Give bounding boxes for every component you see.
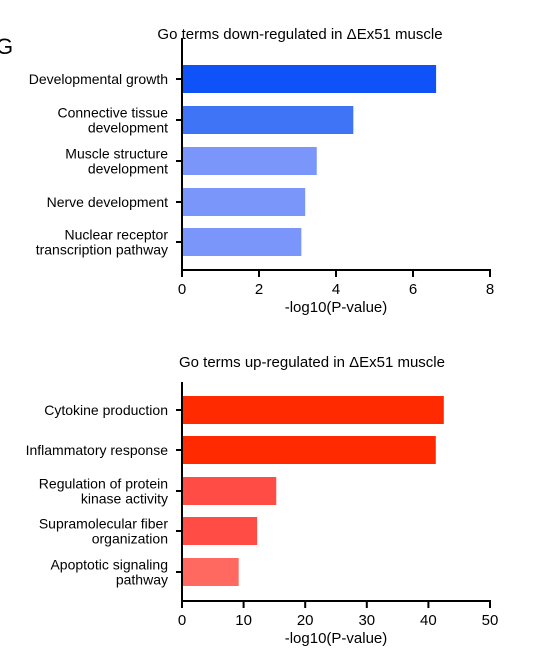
category-label: Nerve development	[47, 194, 169, 210]
category-label: Muscle structure development	[65, 146, 168, 177]
bar	[183, 106, 354, 134]
x-axis-label: -log10(P-value)	[285, 630, 388, 647]
category-label: Inflammatory response	[26, 442, 169, 458]
chart-down-regulated: Go terms down-regulated in ΔEx51 muscle D…	[29, 26, 494, 316]
category-label: Supramolecular fiber organization	[39, 516, 169, 547]
category-label: Developmental growth	[29, 71, 168, 87]
category-label: Connective tissue development	[57, 105, 168, 136]
chart-title: Go terms up-regulated in ΔEx51 muscle	[179, 354, 445, 371]
category-label: Apoptotic signaling pathway	[50, 557, 168, 588]
x-tick-label: 20	[297, 612, 314, 629]
category-label: Regulation of protein kinase activity	[39, 476, 168, 507]
x-tick-label: 6	[409, 281, 417, 298]
bar	[183, 396, 444, 424]
bar	[183, 228, 302, 256]
bar	[183, 436, 436, 464]
x-tick-label: 40	[420, 612, 437, 629]
x-tick-label: 0	[178, 612, 186, 629]
x-tick-label: 10	[235, 612, 252, 629]
x-axis-label: -log10(P-value)	[285, 299, 388, 316]
bar	[183, 188, 306, 216]
x-tick-label: 2	[255, 281, 263, 298]
chart-up-regulated: Go terms up-regulated in ΔEx51 muscle Cyt…	[26, 354, 499, 647]
category-label: Cytokine production	[44, 402, 168, 418]
bar	[183, 517, 258, 545]
x-tick-label: 4	[332, 281, 340, 298]
x-tick-label: 30	[358, 612, 375, 629]
panel-letter: G	[0, 34, 13, 59]
x-tick-label: 8	[486, 281, 494, 298]
x-tick-label: 50	[482, 612, 499, 629]
category-label: Nuclear receptor transcription pathway	[36, 227, 169, 258]
x-tick-label: 0	[178, 281, 186, 298]
chart-title: Go terms down-regulated in ΔEx51 muscle	[157, 26, 442, 43]
bar	[183, 558, 239, 586]
bar	[183, 477, 277, 505]
bar	[183, 147, 317, 175]
bar	[183, 65, 437, 93]
